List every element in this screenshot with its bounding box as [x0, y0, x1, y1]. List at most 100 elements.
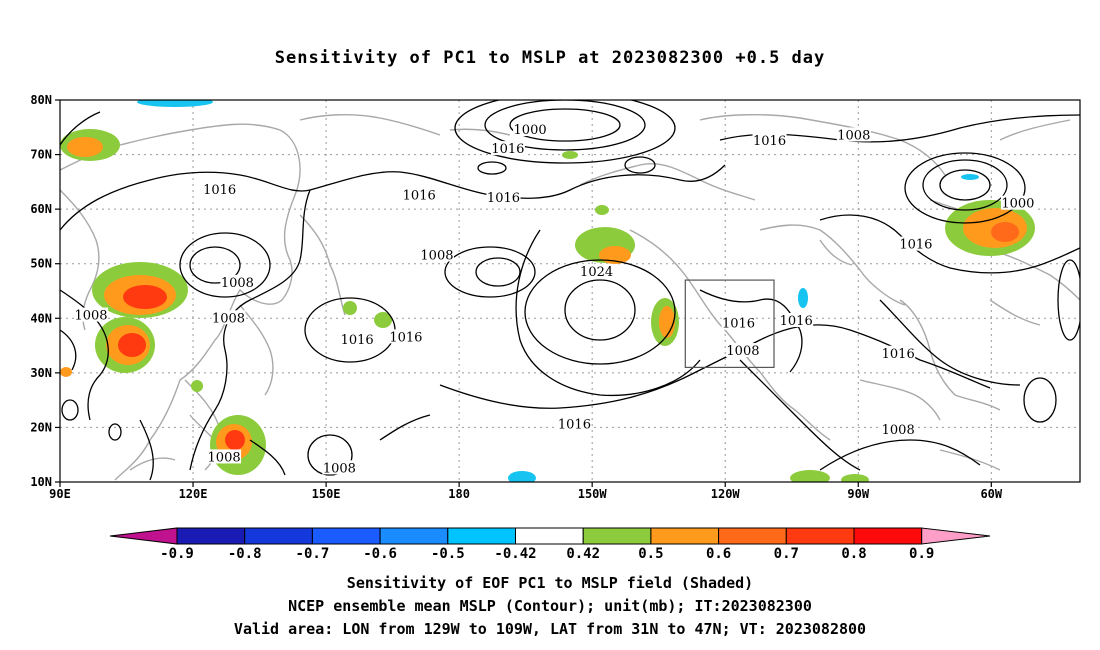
mslp-contours: [60, 100, 1080, 481]
lat-tick-label: 20N: [30, 420, 52, 434]
contour-line: [509, 108, 621, 142]
colorbar-box: [244, 527, 313, 545]
contour-line: [379, 414, 431, 441]
lat-tick-label: 40N: [30, 311, 52, 325]
contour-label-bg: [721, 315, 756, 330]
lon-tick-label: 120W: [711, 487, 741, 501]
contour-label-bg: [490, 141, 525, 156]
contour-label-bg: [557, 416, 592, 431]
shade-blob: [60, 367, 72, 377]
shade-blob: [961, 174, 979, 180]
lon-tick-label: 150E: [312, 487, 341, 501]
contour-label: 1024: [580, 265, 613, 280]
contour-label-bg: [486, 190, 521, 205]
contour-line: [475, 257, 521, 287]
contour-line: [60, 289, 109, 421]
contour-label-bg: [779, 313, 814, 328]
lon-tick-label: 90W: [847, 487, 869, 501]
colorbar-box: [379, 527, 449, 545]
colorbar-box: [853, 527, 923, 545]
colorbar-box: [582, 527, 652, 545]
contour-label: 1008: [420, 249, 453, 264]
contour-label: 1016: [491, 142, 524, 157]
contour-label: 1008: [74, 309, 107, 324]
map-title: Sensitivity of PC1 to MSLP at 2023082300…: [274, 48, 826, 68]
contour-label: 1016: [403, 189, 436, 204]
contour-label-bg: [220, 274, 255, 289]
contour-line: [564, 279, 636, 341]
colorbar-tick-label: -0.8: [228, 546, 262, 562]
shade-blob: [595, 205, 609, 215]
contour-label-bg: [898, 236, 933, 251]
contour-labels: 1000 1016 1016 1016 1016 1016 1008 1000 1016 1008…: [74, 122, 1035, 476]
caption-line-2: NCEP ensemble mean MSLP (Contour); unit(…: [288, 597, 812, 615]
longitude-axis: 90E 120E 150E 180 150W 120W 90W 60W: [49, 482, 1003, 501]
caption-line-1: Sensitivity of EOF PC1 to MSLP field (Sh…: [346, 574, 754, 592]
contour-label: 1016: [899, 238, 932, 253]
contour-line: [624, 156, 656, 174]
contour-label: 1016: [558, 418, 591, 433]
contour-line: [515, 229, 701, 397]
contour-label: 1016: [780, 314, 813, 329]
lon-tick-label: 180: [448, 487, 470, 501]
colorbar-tick-label: 0.6: [706, 546, 731, 562]
contour-label: 1016: [753, 134, 786, 149]
colorbar-box: [718, 527, 787, 545]
shade-blob: [790, 470, 830, 482]
shade-blob: [508, 471, 536, 482]
contour-label-bg: [340, 332, 375, 347]
colorbar-tick-label: 0.5: [638, 546, 663, 562]
contour-label-bg: [881, 345, 916, 360]
shade-blob: [123, 285, 167, 309]
lon-tick-label: 90E: [49, 487, 71, 501]
contour-label: 1016: [203, 183, 236, 198]
colorbar-tick-label: -0.6: [363, 546, 397, 562]
coastlines: [60, 113, 1080, 481]
contour-label-bg: [211, 310, 246, 325]
contour-label-bg: [579, 263, 614, 278]
contour-line: [1023, 377, 1057, 423]
lon-tick-label: 60W: [980, 487, 1002, 501]
contour-line: [819, 439, 981, 471]
contour-label-bg: [836, 127, 871, 142]
contour-label-bg: [322, 460, 357, 475]
contour-line: [1057, 259, 1080, 341]
latitude-axis: 80N 70N 60N 50N 40N 30N 20N 10N: [30, 93, 60, 489]
contour-line: [307, 434, 353, 476]
colorbar-box: [311, 527, 381, 545]
shade-blob: [118, 333, 146, 357]
contour-label: 1008: [882, 423, 915, 438]
contour-line: [454, 100, 676, 164]
contour-line: [922, 159, 1008, 211]
contour-line: [699, 289, 803, 373]
shade-blob: [343, 301, 357, 315]
shade-blob: [659, 306, 675, 338]
sensitivity-shading: [60, 100, 1035, 482]
contour-line: [477, 161, 507, 175]
contour-label-bg: [752, 132, 787, 147]
contour-label: 1008: [208, 450, 241, 465]
contour-label: 1016: [389, 330, 422, 345]
colorbar-tick-label: -0.5: [431, 546, 465, 562]
contour-line: [819, 214, 1080, 274]
lon-tick-label: 150W: [578, 487, 608, 501]
contour-line: [444, 246, 536, 298]
contour-line: [108, 423, 122, 441]
lon-tick-label: 120E: [179, 487, 208, 501]
contour-label: 1008: [726, 344, 759, 359]
map-frame: [59, 99, 1081, 483]
lat-tick-label: 80N: [30, 93, 52, 107]
shade-blob: [374, 312, 392, 328]
contour-line: [484, 100, 646, 151]
colorbar-box: [650, 527, 720, 545]
contour-line: [524, 259, 676, 365]
contour-line: [179, 232, 271, 298]
contour-label: 1008: [212, 311, 245, 326]
contour-line: [904, 152, 1026, 224]
colorbar-tick-label: -0.42: [494, 546, 536, 562]
contour-label-bg: [402, 187, 437, 202]
contour-label-bg: [202, 182, 237, 197]
contour-line: [939, 169, 991, 201]
contour-label: 1016: [722, 317, 755, 332]
